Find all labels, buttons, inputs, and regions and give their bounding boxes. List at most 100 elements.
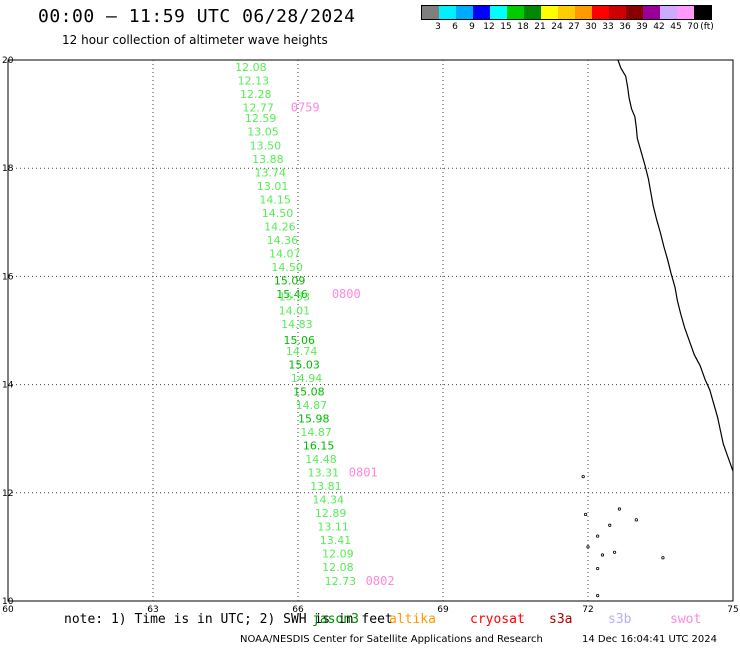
legend-swatch bbox=[660, 6, 677, 19]
latitude-label: 20 bbox=[2, 56, 14, 66]
wave-height-label: 14.01 bbox=[279, 304, 311, 317]
satellite-jason3: jason3 bbox=[312, 612, 359, 627]
legend-label: 39 bbox=[636, 22, 648, 32]
wave-height-label: 16.15 bbox=[303, 440, 335, 453]
legend-swatch bbox=[439, 6, 456, 19]
legend-color-bar bbox=[421, 5, 712, 20]
legend-label: 27 bbox=[568, 22, 580, 32]
legend-labels: 3 6 9 12 15 18 21 24 27 30 33 36 39 42 45 70 (ft) bbox=[421, 20, 714, 34]
legend-label: 30 bbox=[585, 22, 597, 32]
legend-swatch bbox=[626, 6, 643, 19]
coastline bbox=[617, 59, 734, 472]
wave-height-label: 13.01 bbox=[257, 180, 289, 193]
wave-height-label: 15.46 bbox=[276, 288, 308, 301]
wave-height-label: 14.50 bbox=[262, 207, 294, 220]
wave-height-label: 12.09 bbox=[322, 548, 354, 561]
wave-height-label: 13.05 bbox=[247, 126, 279, 139]
wave-height-label: 13.81 bbox=[310, 480, 342, 493]
island-marker bbox=[583, 512, 588, 517]
latitude-label: 12 bbox=[2, 489, 13, 499]
island-marker bbox=[661, 556, 665, 560]
longitude-label: 63 bbox=[147, 605, 158, 615]
pass-time-label: 0801 bbox=[349, 466, 378, 480]
longitude-label: 69 bbox=[437, 605, 449, 615]
chart-subtitle: 12 hour collection of altimeter wave hei… bbox=[62, 33, 328, 47]
chart-title: 00:00 – 11:59 UTC 06/28/2024 bbox=[38, 6, 356, 27]
latitude-label: 10 bbox=[2, 597, 14, 607]
wave-height-label: 15.09 bbox=[274, 275, 306, 288]
legend-unit: (ft) bbox=[700, 22, 714, 32]
wave-height-label: 13.31 bbox=[308, 467, 340, 480]
legend-label: 21 bbox=[534, 22, 546, 32]
legend-swatch bbox=[422, 6, 439, 19]
longitude-label: 66 bbox=[292, 605, 304, 615]
legend-label: 45 bbox=[670, 22, 682, 32]
legend-label: 6 bbox=[452, 22, 458, 32]
wave-height-label: 13.88 bbox=[252, 153, 283, 166]
legend-label: 33 bbox=[602, 22, 614, 32]
wave-height-label: 15.06 bbox=[284, 334, 316, 347]
wave-height-label: 13.41 bbox=[320, 534, 352, 547]
wave-height-label: 12.73 bbox=[325, 575, 357, 588]
footer-note: note: 1) Time is in UTC; 2) SWH is in fe… bbox=[64, 612, 393, 627]
legend-label: 36 bbox=[619, 22, 631, 32]
legend-swatch bbox=[592, 6, 609, 19]
wave-height-label: 12.28 bbox=[240, 88, 272, 101]
wave-height-label: 15.98 bbox=[298, 412, 330, 425]
island-marker bbox=[596, 534, 600, 538]
wave-height-label: 15.03 bbox=[288, 358, 320, 371]
pass-time-label: 0802 bbox=[366, 574, 395, 588]
legend-swatch bbox=[490, 6, 507, 19]
legend-label: 42 bbox=[653, 22, 665, 32]
legend-label: 9 bbox=[469, 22, 475, 32]
wave-height-label: 14.83 bbox=[281, 318, 313, 331]
longitude-label: 75 bbox=[727, 605, 738, 615]
legend-label: 70 bbox=[687, 22, 699, 32]
wave-height-label: 13.74 bbox=[255, 166, 287, 179]
legend-label: 3 bbox=[435, 22, 441, 32]
legend-label: 18 bbox=[517, 22, 529, 32]
wave-height-label: 14.74 bbox=[286, 345, 318, 358]
legend-swatch bbox=[507, 6, 524, 19]
island-marker bbox=[596, 566, 600, 571]
pass-time-label: 0759 bbox=[291, 100, 320, 114]
wave-height-label: 12.13 bbox=[238, 74, 269, 87]
legend-label: 24 bbox=[551, 22, 563, 32]
island-marker bbox=[586, 545, 590, 549]
longitude-label: 60 bbox=[2, 605, 14, 615]
latitude-label: 16 bbox=[2, 272, 14, 282]
wave-height-label: 14.34 bbox=[313, 494, 345, 507]
island-marker bbox=[617, 507, 622, 511]
pass-time-label: 0800 bbox=[332, 287, 361, 301]
wave-height-label: 14.36 bbox=[267, 234, 299, 247]
wave-height-label: 14.87 bbox=[300, 426, 332, 439]
legend-label: 12 bbox=[483, 22, 495, 32]
legend-swatch bbox=[643, 6, 660, 19]
legend-swatch bbox=[473, 6, 490, 19]
legend-swatch bbox=[524, 6, 541, 19]
island-marker bbox=[612, 550, 617, 554]
wave-height-label: 14.48 bbox=[305, 453, 337, 466]
legend-swatch bbox=[558, 6, 575, 19]
wave-height-label: 14.94 bbox=[291, 372, 323, 385]
wave-height-label: 15.53 bbox=[279, 291, 311, 304]
generated-timestamp: 14 Dec 16:04:41 UTC 2024 bbox=[582, 634, 717, 645]
wave-height-label: 12.08 bbox=[322, 561, 354, 574]
wave-height-label: 14.26 bbox=[264, 220, 296, 233]
latitude-label: 18 bbox=[2, 164, 14, 174]
wave-height-label: 14.07 bbox=[269, 247, 301, 260]
island-marker bbox=[634, 518, 638, 522]
legend-swatch bbox=[456, 6, 473, 19]
legend-swatch bbox=[609, 6, 626, 19]
legend-swatch bbox=[541, 6, 558, 19]
island-marker bbox=[581, 474, 585, 479]
island-marker bbox=[596, 593, 600, 598]
satellite-cryosat: cryosat bbox=[470, 612, 525, 627]
wave-height-label: 12.59 bbox=[245, 112, 276, 125]
legend-swatch bbox=[575, 6, 592, 19]
longitude-label: 72 bbox=[582, 605, 593, 615]
map-frame bbox=[7, 59, 734, 602]
island-marker bbox=[608, 523, 612, 527]
satellite-s3a: s3a bbox=[549, 612, 573, 627]
